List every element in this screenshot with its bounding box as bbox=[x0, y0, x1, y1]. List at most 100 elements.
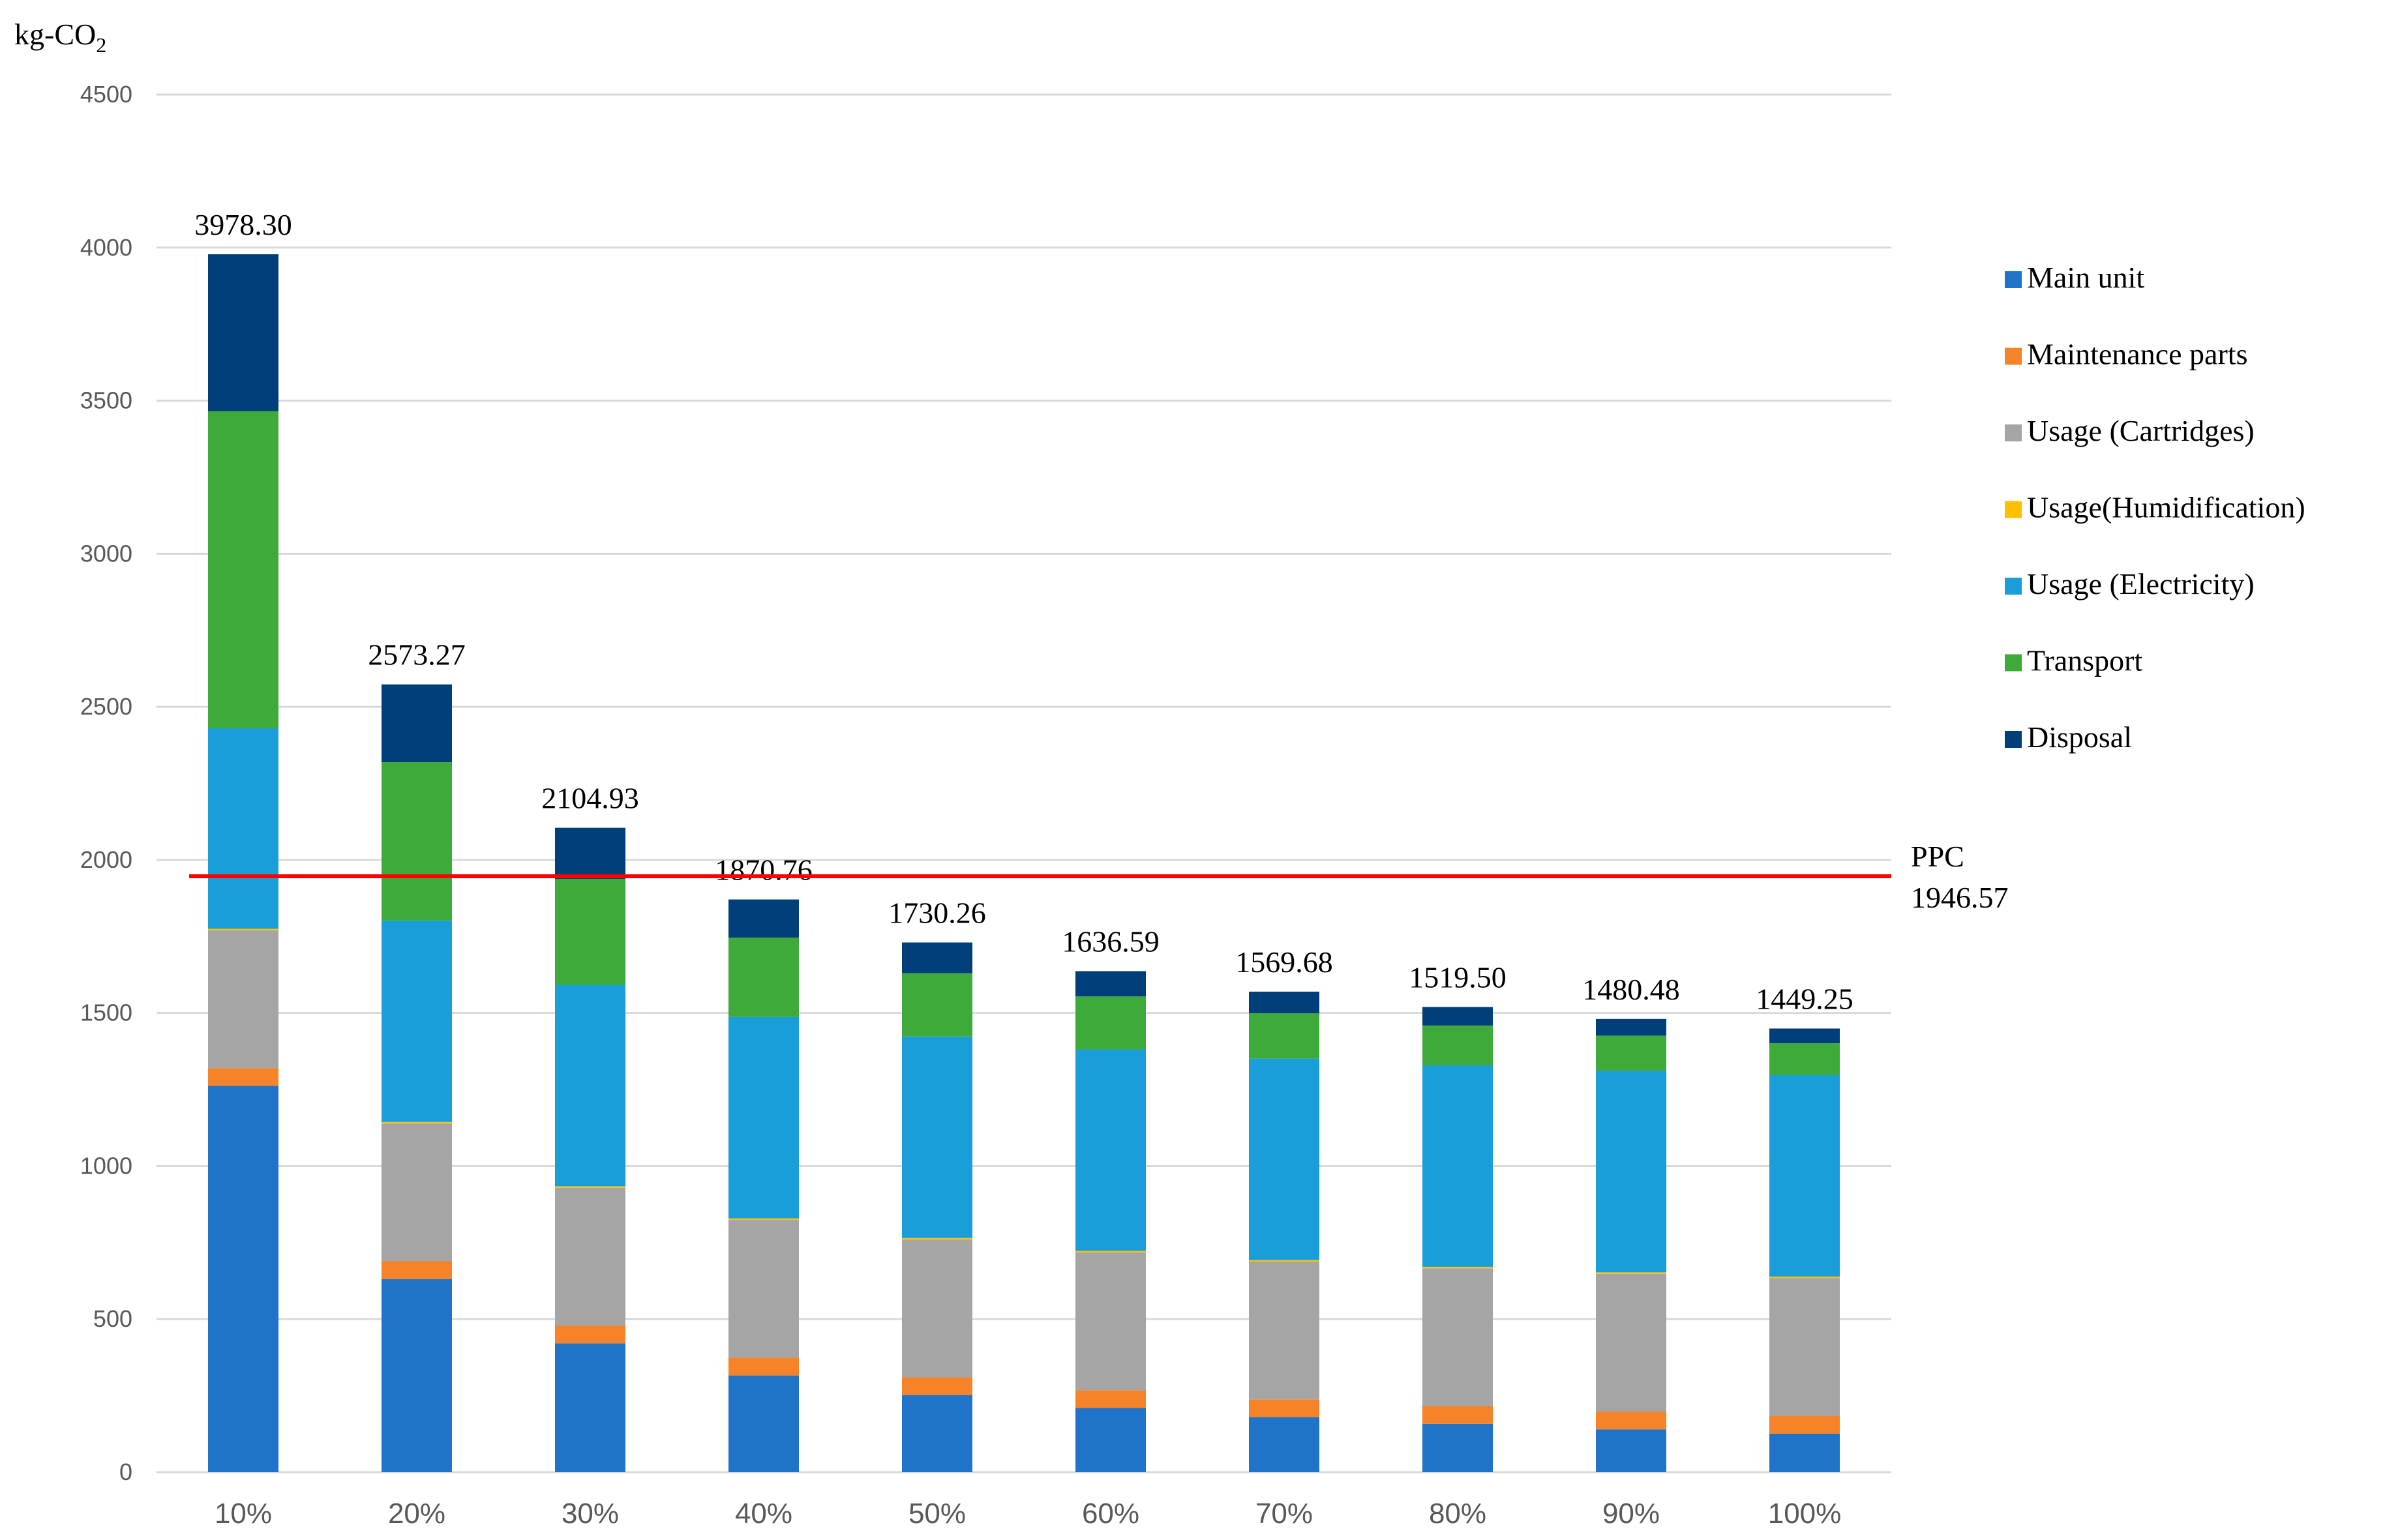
bar-total-label: 1569.68 bbox=[1235, 945, 1333, 979]
bar-segment-3 bbox=[1596, 1272, 1666, 1274]
y-tick-label: 500 bbox=[93, 1305, 132, 1332]
legend-swatch bbox=[2005, 348, 2022, 365]
bar-segment-6 bbox=[902, 942, 972, 973]
y-tick-label: 2500 bbox=[80, 693, 132, 720]
bar-stack bbox=[208, 254, 278, 1472]
reference-line-group: PPC 1946.57 bbox=[189, 840, 2009, 914]
bar-segment-6 bbox=[1596, 1018, 1666, 1036]
y-axis-unit-label: kg-CO2 bbox=[14, 18, 106, 57]
bar-segment-1 bbox=[902, 1377, 972, 1395]
x-tick-label: 80% bbox=[1429, 1498, 1486, 1530]
bar-segment-6 bbox=[555, 827, 625, 880]
x-axis-ticks: 10% 20% 30% 40% 50% 60% 70% 80% 90% 100% bbox=[215, 1498, 1841, 1530]
bar-segment-4 bbox=[1596, 1071, 1666, 1273]
bar-segment-0 bbox=[1422, 1423, 1493, 1472]
bar-segment-5 bbox=[728, 938, 799, 1017]
bar-segment-6 bbox=[1249, 991, 1319, 1014]
bar-segment-3 bbox=[1249, 1260, 1319, 1262]
legend-item: Usage (Cartridges) bbox=[2005, 414, 2255, 447]
bar-stack bbox=[1249, 991, 1319, 1472]
bar-stack bbox=[1422, 1007, 1493, 1472]
bar-stack bbox=[728, 899, 799, 1472]
bar-segment-1 bbox=[1422, 1406, 1493, 1424]
bar-segment-6 bbox=[1422, 1007, 1493, 1026]
reference-line-value: 1946.57 bbox=[1911, 881, 2009, 914]
x-tick-label: 90% bbox=[1602, 1498, 1660, 1530]
bar-stack bbox=[555, 827, 625, 1472]
bar-segment-4 bbox=[902, 1036, 972, 1238]
bar-total-label: 2104.93 bbox=[541, 782, 639, 815]
bar-segment-3 bbox=[728, 1218, 799, 1221]
x-tick-label: 30% bbox=[562, 1498, 619, 1530]
bar-segment-2 bbox=[1596, 1273, 1666, 1412]
legend-label: Transport bbox=[2027, 644, 2142, 677]
bar-segment-1 bbox=[382, 1261, 452, 1279]
bar-segment-0 bbox=[382, 1279, 452, 1472]
bar-segment-0 bbox=[1249, 1417, 1319, 1472]
bar-total-label: 2573.27 bbox=[368, 638, 466, 672]
y-axis-unit-main: kg-CO bbox=[14, 18, 96, 51]
bar-stack bbox=[382, 684, 452, 1472]
bar-segment-4 bbox=[555, 985, 625, 1187]
bar-segment-6 bbox=[208, 254, 278, 411]
bar-stack bbox=[1075, 971, 1146, 1472]
bar-segment-5 bbox=[555, 879, 625, 985]
bar-segment-5 bbox=[902, 973, 972, 1037]
bar-segment-1 bbox=[208, 1068, 278, 1086]
bar-segment-5 bbox=[1769, 1043, 1840, 1075]
bar-segment-6 bbox=[1075, 971, 1146, 997]
bar-segment-2 bbox=[902, 1239, 972, 1378]
bar-segment-3 bbox=[902, 1237, 972, 1240]
legend-label: Maintenance parts bbox=[2027, 338, 2247, 371]
x-tick-label: 50% bbox=[908, 1498, 966, 1530]
bar-segment-4 bbox=[1769, 1074, 1840, 1277]
legend-item: Main unit bbox=[2005, 261, 2144, 294]
bar-total-label: 1449.25 bbox=[1756, 982, 1853, 1015]
bar-segment-3 bbox=[1422, 1266, 1493, 1269]
bar-segment-5 bbox=[382, 762, 452, 921]
bar-segment-0 bbox=[208, 1086, 278, 1472]
bar-segment-3 bbox=[555, 1186, 625, 1188]
legend-swatch bbox=[2005, 578, 2022, 595]
bar-stack bbox=[1596, 1018, 1666, 1472]
reference-line-name: PPC bbox=[1911, 840, 1964, 873]
legend-swatch bbox=[2005, 501, 2022, 518]
bar-segment-1 bbox=[1596, 1412, 1666, 1430]
bar-segment-2 bbox=[1249, 1261, 1319, 1400]
legend-swatch bbox=[2005, 424, 2022, 441]
bar-segment-5 bbox=[1422, 1025, 1493, 1065]
y-tick-label: 3500 bbox=[80, 387, 132, 414]
bar-segment-4 bbox=[1422, 1065, 1493, 1267]
bar-segment-1 bbox=[555, 1325, 625, 1344]
bar-segment-6 bbox=[1769, 1028, 1840, 1044]
bar-segment-2 bbox=[555, 1187, 625, 1326]
bar-segment-3 bbox=[1075, 1251, 1146, 1252]
bar-segment-3 bbox=[382, 1121, 452, 1124]
legend-swatch bbox=[2005, 654, 2022, 672]
bar-stack bbox=[902, 942, 972, 1472]
bar-segment-2 bbox=[1075, 1252, 1146, 1391]
bar-total-label: 1730.26 bbox=[888, 896, 986, 930]
bars bbox=[208, 254, 1840, 1472]
x-tick-label: 10% bbox=[215, 1498, 272, 1530]
bar-segment-2 bbox=[1769, 1278, 1840, 1416]
bar-segment-4 bbox=[1075, 1049, 1146, 1251]
y-tick-label: 4000 bbox=[80, 234, 132, 261]
bar-segment-4 bbox=[1249, 1058, 1319, 1260]
bar-segment-0 bbox=[902, 1395, 972, 1472]
bar-segment-2 bbox=[1422, 1268, 1493, 1406]
legend-label: Usage (Electricity) bbox=[2027, 567, 2255, 600]
legend-label: Main unit bbox=[2027, 261, 2144, 294]
legend-item: Maintenance parts bbox=[2005, 338, 2247, 371]
bar-total-label: 1870.76 bbox=[715, 853, 813, 887]
bar-segment-4 bbox=[382, 920, 452, 1122]
y-tick-label: 3000 bbox=[80, 540, 132, 567]
bar-segment-6 bbox=[728, 899, 799, 938]
bar-segment-3 bbox=[208, 928, 278, 930]
bar-segment-0 bbox=[728, 1375, 799, 1472]
legend-item: Usage(Humidification) bbox=[2005, 491, 2305, 524]
y-tick-label: 2000 bbox=[80, 846, 132, 873]
x-tick-label: 40% bbox=[735, 1498, 792, 1530]
